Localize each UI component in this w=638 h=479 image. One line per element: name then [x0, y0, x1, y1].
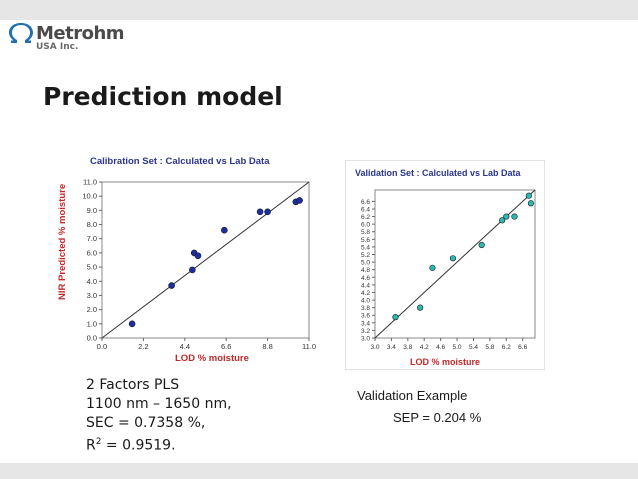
cal-data-point	[194, 252, 202, 260]
validation-x-axis-label: LOD % moisture	[410, 357, 480, 367]
calibration-chart-title: Calibration Set : Calculated vs Lab Data	[90, 156, 270, 167]
cal-y-tick-label: 8.0	[87, 220, 97, 229]
top-band	[0, 0, 638, 20]
metrohm-omega-icon	[9, 23, 33, 43]
val-x-tick-label: 3.8	[403, 344, 412, 351]
calibration-caption-line3: SEC = 0.7358 %,	[86, 415, 206, 431]
calibration-caption-line2: 1100 nm – 1650 nm,	[86, 396, 232, 412]
val-x-tick-label: 6.2	[502, 344, 511, 351]
cal-y-tick-label: 11.0	[83, 178, 97, 187]
cal-x-tick-label: 8.8	[262, 342, 272, 351]
val-x-tick-label: 5.0	[453, 344, 462, 351]
val-x-tick-label: 4.2	[420, 344, 429, 351]
calibration-reference-line	[101, 181, 310, 339]
val-y-tick-label: 3.4	[361, 320, 370, 327]
val-y-tick-label: 3.6	[361, 313, 370, 320]
val-data-point	[499, 217, 506, 224]
val-y-tick-label: 5.4	[361, 244, 370, 251]
cal-data-point	[256, 208, 264, 216]
val-y-tick-label: 4.0	[361, 298, 370, 305]
validation-chart-title: Validation Set : Calculated vs Lab Data	[355, 168, 522, 178]
val-data-point	[449, 255, 457, 262]
val-data-point	[525, 192, 532, 199]
validation-chart-svg: Validation Set : Calculated vs Lab Data …	[345, 160, 545, 370]
cal-y-tick-label: 2.0	[87, 305, 97, 314]
slide-title: Prediction model	[43, 82, 283, 111]
cal-x-tick-label: 11.0	[302, 342, 316, 351]
validation-caption-label: Validation Example	[357, 388, 468, 403]
cal-y-tick-label: 7.0	[87, 234, 97, 243]
cal-y-tick-label: 0.0	[87, 334, 97, 343]
val-y-tick-label: 4.6	[361, 275, 370, 282]
cal-x-tick-label: 4.4	[180, 342, 190, 351]
val-data-point	[527, 200, 534, 207]
val-data-point	[511, 213, 518, 220]
cal-data-point	[264, 208, 271, 216]
val-x-tick-label: 4.6	[436, 344, 445, 351]
calibration-caption: 2 Factors PLS 1100 nm – 1650 nm, SEC = 0…	[86, 376, 232, 456]
cal-y-tick-label: 5.0	[87, 263, 97, 272]
val-x-tick-label: 5.8	[485, 344, 494, 351]
val-y-tick-label: 4.4	[361, 282, 370, 289]
val-y-tick-label: 5.2	[361, 252, 370, 259]
val-y-tick-label: 5.8	[361, 229, 370, 236]
cal-data-point	[296, 197, 303, 204]
cal-y-tick-label: 3.0	[87, 291, 97, 300]
validation-caption-sep: SEP = 0.204 %	[393, 410, 482, 425]
calibration-chart: Calibration Set : Calculated vs Lab Data…	[50, 150, 320, 365]
val-x-tick-label: 5.4	[469, 344, 478, 351]
cal-x-tick-label: 6.6	[221, 342, 231, 351]
val-y-tick-label: 4.8	[361, 267, 370, 274]
cal-y-tick-label: 9.0	[87, 206, 97, 215]
val-y-tick-label: 3.2	[361, 328, 370, 335]
calibration-caption-line4: R2 = 0.9519.	[86, 433, 232, 456]
r-squared-superscript: 2	[95, 437, 102, 447]
logo-name: Metrohm	[36, 23, 125, 44]
r-squared-value: = 0.9519.	[101, 437, 176, 454]
validation-reference-line	[374, 189, 536, 339]
cal-y-tick-label: 10.0	[82, 192, 97, 201]
cal-y-tick-label: 4.0	[87, 277, 97, 286]
val-x-tick-label: 3.0	[370, 344, 379, 351]
logo-sub: USA Inc.	[36, 42, 79, 52]
metrohm-logo: Metrohm USA Inc.	[8, 22, 125, 54]
val-y-tick-label: 6.0	[361, 222, 370, 229]
cal-x-tick-label: 0.0	[97, 342, 107, 351]
val-y-tick-label: 6.4	[361, 206, 370, 213]
cal-y-tick-label: 6.0	[87, 248, 97, 257]
val-data-point	[478, 241, 485, 249]
val-y-tick-label: 6.2	[361, 214, 370, 221]
r-squared-prefix: R	[86, 437, 96, 454]
validation-chart: Validation Set : Calculated vs Lab Data …	[345, 160, 545, 370]
calibration-x-axis-label: LOD % moisture	[175, 353, 249, 364]
val-x-tick-label: 6.6	[518, 344, 527, 351]
bottom-band	[0, 463, 638, 479]
cal-data-point	[128, 320, 136, 328]
calibration-plot-frame	[101, 181, 310, 339]
val-data-point	[503, 213, 510, 220]
val-y-tick-label: 4.2	[361, 290, 370, 297]
calibration-y-axis-label: NIR Predicted % moisture	[57, 184, 68, 300]
val-y-tick-label: 6.6	[361, 199, 370, 206]
val-y-tick-label: 3.8	[361, 305, 370, 312]
val-data-point	[392, 314, 399, 321]
val-x-tick-label: 3.4	[387, 344, 396, 351]
calibration-y-axis-label-text: NIR Predicted % moisture	[57, 184, 68, 300]
cal-data-point	[221, 226, 228, 234]
cal-x-tick-label: 2.2	[138, 342, 148, 351]
cal-y-tick-label: 1.0	[87, 319, 97, 328]
validation-plot-frame	[374, 189, 536, 339]
val-data-point	[417, 304, 424, 311]
val-data-point	[429, 264, 436, 271]
val-y-tick-label: 5.0	[361, 260, 370, 267]
calibration-caption-line1: 2 Factors PLS	[86, 377, 180, 393]
cal-data-point	[168, 282, 175, 289]
val-y-tick-label: 5.6	[361, 237, 370, 244]
val-y-tick-label: 3.0	[361, 336, 370, 343]
cal-data-point	[189, 266, 196, 274]
calibration-chart-svg: Calibration Set : Calculated vs Lab Data…	[57, 156, 316, 364]
